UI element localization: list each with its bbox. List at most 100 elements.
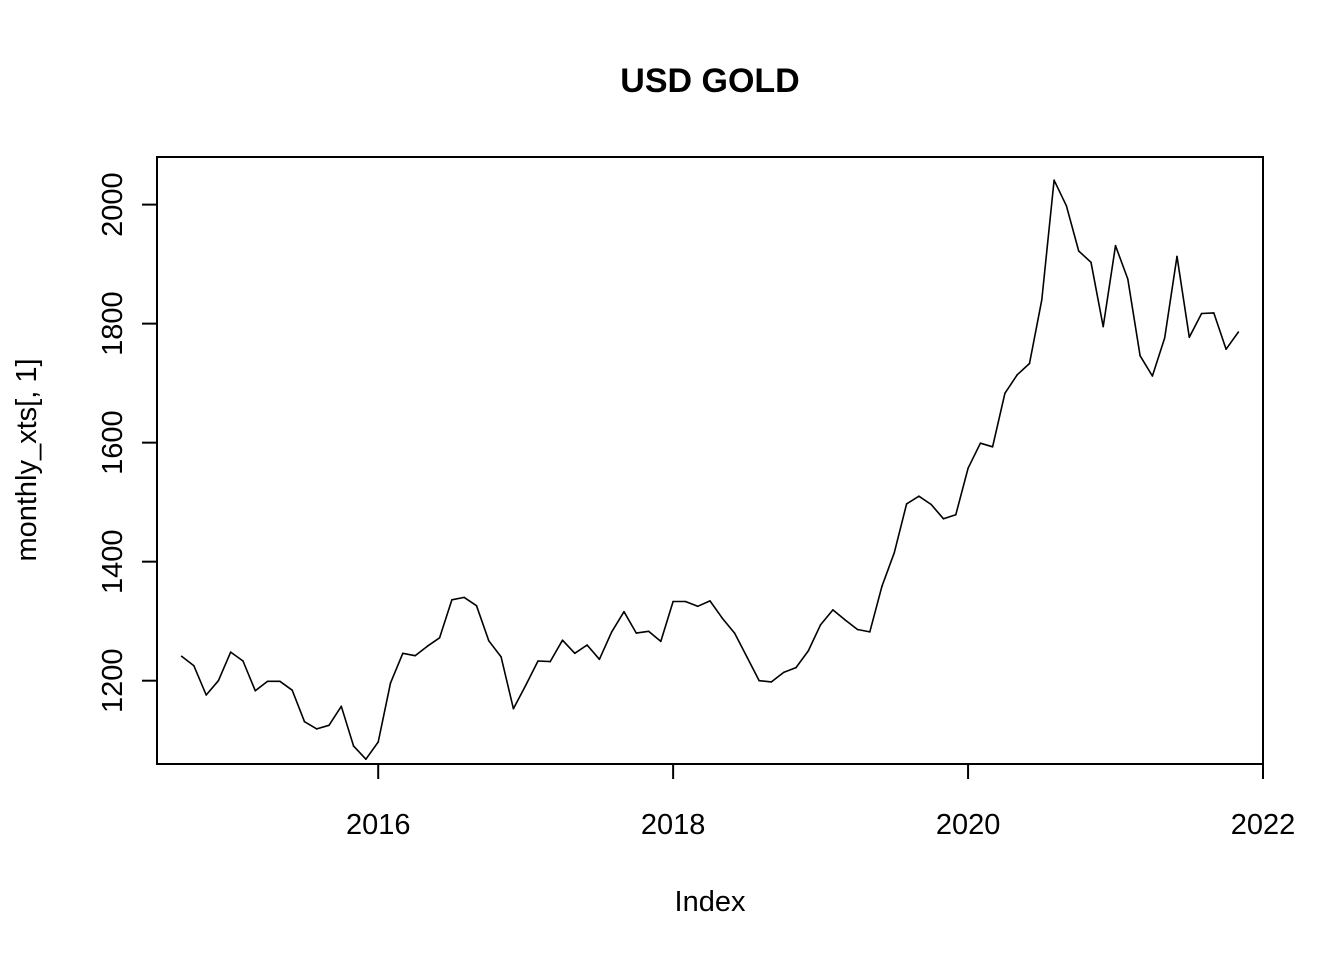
data-point (795, 666, 797, 669)
data-point (660, 640, 662, 643)
data-point (635, 632, 638, 634)
y-tick-label: 2000 (97, 172, 129, 237)
series-line (181, 179, 1240, 761)
data-point (733, 632, 736, 634)
data-point (893, 551, 896, 554)
data-point (881, 585, 883, 587)
data-point (1139, 355, 1141, 357)
data-point (279, 680, 281, 683)
data-point (1225, 348, 1227, 351)
data-point (967, 467, 969, 470)
x-axis: 2016 2018 2020 2022 (346, 763, 1296, 841)
data-point (991, 446, 994, 448)
data-point (463, 596, 466, 599)
data-point (1016, 374, 1018, 376)
data-point (1237, 331, 1240, 333)
data-point (770, 681, 773, 683)
data-points (180, 179, 1240, 760)
data-point (942, 518, 945, 520)
data-point (389, 682, 392, 684)
data-point (696, 605, 699, 608)
data-point (782, 671, 785, 674)
data-point (254, 690, 257, 692)
data-point (610, 631, 613, 633)
data-point (684, 600, 687, 603)
data-point (647, 630, 650, 633)
data-point (377, 741, 380, 743)
data-point (586, 644, 588, 646)
y-tick-label: 1800 (97, 291, 129, 356)
x-tick-label: 2018 (641, 809, 706, 841)
y-tick-label: 1200 (97, 648, 129, 713)
data-point (1041, 299, 1043, 301)
data-point (451, 599, 453, 601)
data-point (1102, 325, 1104, 328)
data-point (1028, 362, 1031, 365)
data-point (844, 619, 846, 621)
data-point (832, 609, 834, 611)
data-point (303, 720, 306, 723)
data-point (930, 503, 932, 506)
data-point (475, 604, 478, 607)
y-axis: 1200 1400 1600 1800 2000 (97, 172, 158, 713)
y-tick-label: 1400 (97, 529, 129, 594)
data-point (266, 680, 269, 683)
data-point (500, 656, 502, 658)
data-point (402, 652, 404, 655)
data-point (1200, 312, 1203, 315)
y-tick-label: 1600 (97, 410, 129, 475)
data-point (328, 724, 330, 727)
data-point (512, 707, 515, 710)
data-point (1077, 250, 1080, 252)
data-point (1004, 392, 1006, 395)
data-point (1213, 312, 1215, 314)
data-point (598, 658, 601, 661)
data-point (316, 728, 318, 730)
data-point (1188, 336, 1191, 339)
data-point (819, 623, 822, 626)
data-point (1176, 255, 1178, 258)
x-tick-label: 2020 (936, 809, 1001, 841)
data-point (574, 652, 576, 655)
data-point (537, 660, 539, 662)
data-point (1053, 179, 1055, 181)
data-point (414, 654, 416, 657)
x-tick-label: 2016 (346, 809, 411, 841)
data-point (549, 660, 551, 663)
plot-frame (156, 156, 1264, 765)
data-point (672, 600, 674, 603)
data-point (524, 684, 527, 687)
data-point (979, 442, 982, 445)
x-axis-label: Index (675, 886, 746, 918)
data-point (561, 639, 564, 641)
data-point (291, 689, 294, 691)
x-tick-label: 2022 (1231, 809, 1296, 841)
data-point (746, 656, 748, 658)
data-point (340, 705, 343, 708)
data-point (905, 503, 908, 505)
data-point (807, 650, 810, 652)
data-point (205, 694, 207, 696)
data-point (1127, 278, 1129, 280)
data-point (918, 495, 920, 498)
data-point (709, 600, 711, 602)
data-point (721, 617, 724, 619)
data-point (426, 645, 429, 647)
data-point (1151, 375, 1154, 377)
data-point (1090, 261, 1092, 264)
data-point (1114, 244, 1117, 247)
y-axis-label: monthly_xts[, 1] (11, 358, 43, 561)
chart-title: USD GOLD (620, 62, 799, 100)
data-point (869, 631, 871, 633)
data-point (623, 610, 625, 613)
data-point (488, 640, 490, 642)
data-point (955, 513, 957, 516)
data-point (193, 665, 195, 667)
data-point (1065, 205, 1068, 207)
data-point (365, 758, 367, 760)
data-point (229, 651, 232, 653)
data-point (1163, 337, 1166, 339)
data-point (217, 679, 220, 682)
data-point (352, 745, 355, 747)
